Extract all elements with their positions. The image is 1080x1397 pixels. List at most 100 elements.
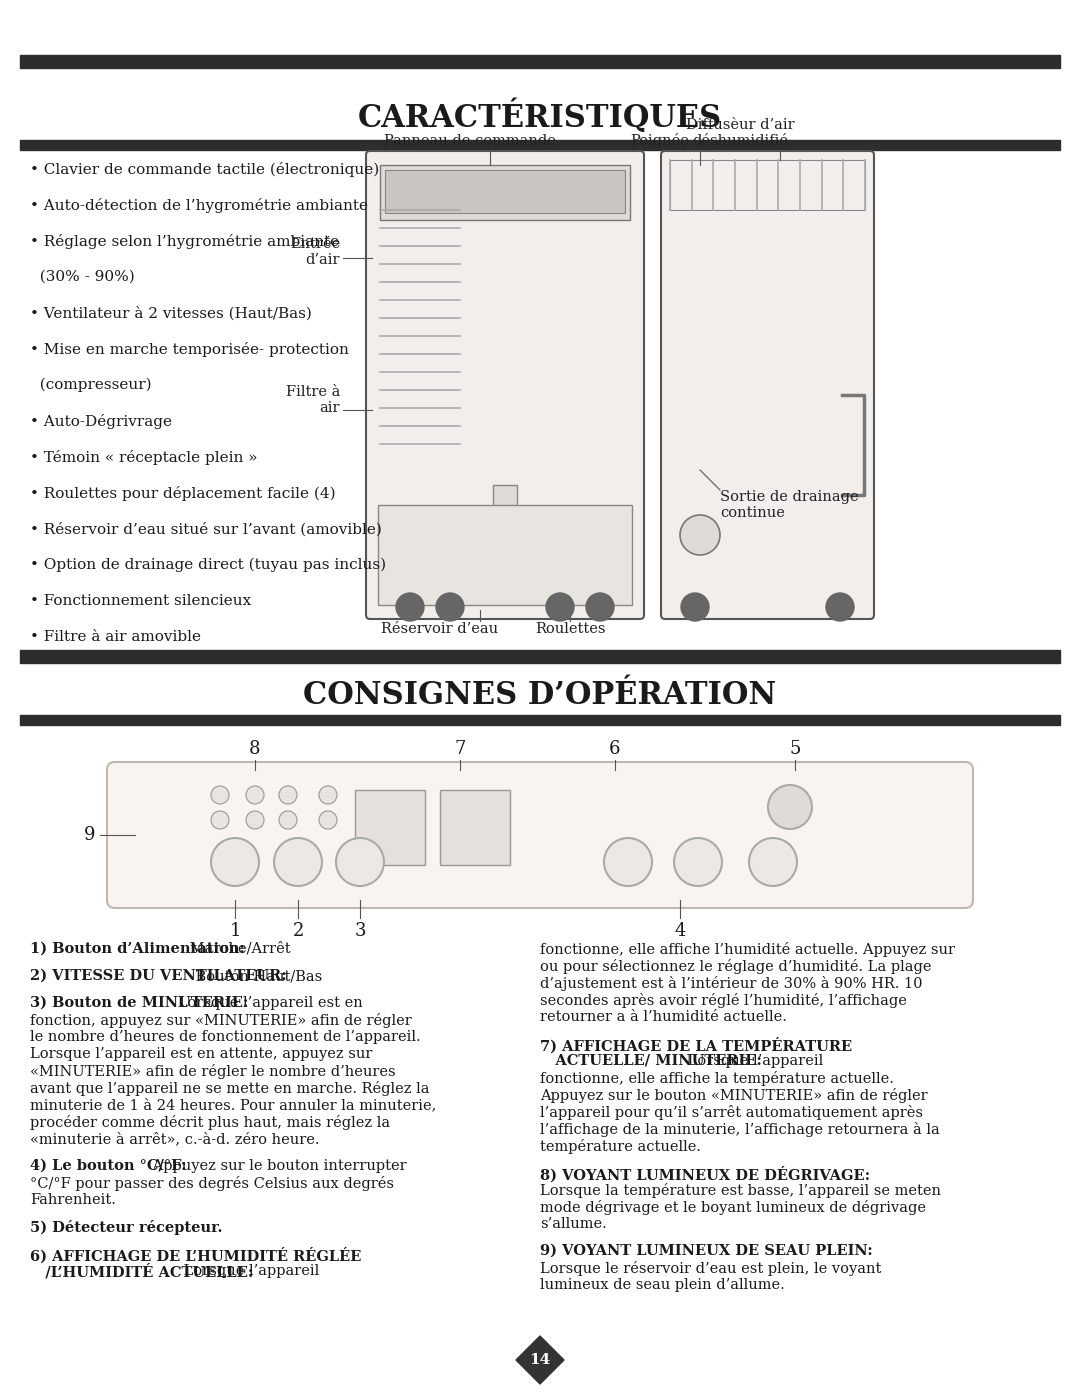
Text: • Réglage selon l’hygrométrie ambiante: • Réglage selon l’hygrométrie ambiante — [30, 235, 339, 249]
Circle shape — [319, 787, 337, 805]
Text: • Option de drainage direct (tuyau pas inclus): • Option de drainage direct (tuyau pas i… — [30, 557, 387, 573]
Circle shape — [768, 785, 812, 828]
Text: /L’HUMIDITÉ ACTUELLE:: /L’HUMIDITÉ ACTUELLE: — [30, 1264, 254, 1280]
Text: 1: 1 — [229, 922, 241, 940]
Text: Diffusèur d’air
déshumidifié: Diffusèur d’air déshumidifié — [686, 117, 794, 148]
Text: 5) Détecteur récepteur.: 5) Détecteur récepteur. — [30, 1220, 222, 1235]
Text: secondes après avoir réglé l’humidité, l’affichage: secondes après avoir réglé l’humidité, l… — [540, 993, 907, 1009]
Text: Entrée
d’air: Entrée d’air — [289, 237, 340, 267]
Text: procéder comme décrit plus haut, mais réglez la: procéder comme décrit plus haut, mais ré… — [30, 1115, 390, 1130]
Text: Lorsque la température est basse, l’appareil se meten: Lorsque la température est basse, l’appa… — [540, 1183, 941, 1199]
Text: 7) AFFICHAGE DE LA TEMPÉRATURE: 7) AFFICHAGE DE LA TEMPÉRATURE — [540, 1037, 852, 1053]
Bar — [380, 165, 630, 219]
Text: 9) VOYANT LUMINEUX DE SEAU PLEIN:: 9) VOYANT LUMINEUX DE SEAU PLEIN: — [540, 1243, 873, 1259]
Text: Lorsque l’appareil est en: Lorsque l’appareil est en — [173, 996, 363, 1010]
Text: • Filtre à air amovible: • Filtre à air amovible — [30, 630, 201, 644]
Text: 2) VITESSE DU VENTILATEUR:: 2) VITESSE DU VENTILATEUR: — [30, 970, 287, 983]
Text: 1) Bouton d’Alimentation:: 1) Bouton d’Alimentation: — [30, 942, 245, 956]
Text: Marche/Arrêt: Marche/Arrêt — [185, 942, 291, 956]
Text: lumineux de seau plein d’allume.: lumineux de seau plein d’allume. — [540, 1278, 785, 1292]
Text: 5: 5 — [789, 740, 800, 759]
Text: mode dégrivage et le boyant lumineux de dégrivage: mode dégrivage et le boyant lumineux de … — [540, 1200, 926, 1215]
Text: • Auto-détection de l’hygrométrie ambiante: • Auto-détection de l’hygrométrie ambian… — [30, 198, 368, 212]
Text: fonction, appuyez sur «MINUTERIE» afin de régler: fonction, appuyez sur «MINUTERIE» afin d… — [30, 1013, 411, 1028]
Text: Roulettes: Roulettes — [535, 622, 605, 636]
Text: avant que l’appareil ne se mette en marche. Réglez la: avant que l’appareil ne se mette en marc… — [30, 1081, 430, 1097]
Circle shape — [396, 592, 424, 622]
FancyBboxPatch shape — [661, 151, 874, 619]
Text: 8) VOYANT LUMINEUX DE DÉGRIVAGE:: 8) VOYANT LUMINEUX DE DÉGRIVAGE: — [540, 1166, 870, 1182]
Text: 9: 9 — [84, 826, 96, 844]
Text: Appuyez sur le bouton interrupter: Appuyez sur le bouton interrupter — [148, 1160, 406, 1173]
Circle shape — [681, 592, 708, 622]
Circle shape — [246, 787, 264, 805]
Circle shape — [604, 838, 652, 886]
Text: le nombre d’heures de fonctionnement de l’appareil.: le nombre d’heures de fonctionnement de … — [30, 1030, 420, 1044]
Circle shape — [279, 787, 297, 805]
Circle shape — [246, 812, 264, 828]
Circle shape — [436, 592, 464, 622]
Text: 7: 7 — [455, 740, 465, 759]
Text: • Clavier de commande tactile (électronique): • Clavier de commande tactile (électroni… — [30, 162, 379, 177]
Text: retourner a à l’humidité actuelle.: retourner a à l’humidité actuelle. — [540, 1010, 787, 1024]
Text: Filtre à
air: Filtre à air — [285, 386, 340, 415]
Polygon shape — [516, 1336, 564, 1384]
Circle shape — [274, 838, 322, 886]
Text: • Fonctionnement silencieux: • Fonctionnement silencieux — [30, 594, 252, 608]
Bar — [21, 140, 1059, 149]
Circle shape — [211, 838, 259, 886]
Text: ACTUELLE/ MINUTERIE:: ACTUELLE/ MINUTERIE: — [540, 1053, 761, 1067]
Bar — [384, 170, 625, 212]
Text: (compresseur): (compresseur) — [30, 379, 151, 393]
Text: Sortie de drainage
continue: Sortie de drainage continue — [720, 490, 859, 520]
Text: 14: 14 — [529, 1354, 551, 1368]
Text: 3) Bouton de MINUTERIE:: 3) Bouton de MINUTERIE: — [30, 996, 248, 1010]
Text: • Réservoir d’eau situé sur l’avant (amovible): • Réservoir d’eau situé sur l’avant (amo… — [30, 522, 382, 536]
Bar — [21, 715, 1059, 725]
FancyBboxPatch shape — [366, 151, 644, 619]
Text: 4: 4 — [674, 922, 686, 940]
Text: Lorsque l’appareil est en attente, appuyez sur: Lorsque l’appareil est en attente, appuy… — [30, 1046, 373, 1060]
Text: • Témoin « réceptacle plein »: • Témoin « réceptacle plein » — [30, 450, 257, 465]
Text: minuterie de 1 à 24 heures. Pour annuler la minuterie,: minuterie de 1 à 24 heures. Pour annuler… — [30, 1098, 436, 1112]
Bar — [670, 161, 865, 210]
Text: 3: 3 — [354, 922, 366, 940]
Text: Lorsque l’appareil: Lorsque l’appareil — [179, 1264, 319, 1278]
FancyBboxPatch shape — [107, 761, 973, 908]
Text: fonctionne, elle affiche l’humidité actuelle. Appuyez sur: fonctionne, elle affiche l’humidité actu… — [540, 942, 955, 957]
Circle shape — [674, 838, 723, 886]
Text: 4) Le bouton °C/°F:: 4) Le bouton °C/°F: — [30, 1160, 187, 1173]
Text: Appuyez sur le bouton «MINUTERIE» afin de régler: Appuyez sur le bouton «MINUTERIE» afin d… — [540, 1088, 928, 1104]
Text: • Roulettes pour déplacement facile (4): • Roulettes pour déplacement facile (4) — [30, 486, 336, 502]
Text: d’ajustement est à l’intérieur de 30% à 90% HR. 10: d’ajustement est à l’intérieur de 30% à … — [540, 977, 922, 990]
Text: s’allume.: s’allume. — [540, 1217, 607, 1231]
Text: Lorsque l’appareil: Lorsque l’appareil — [683, 1053, 823, 1067]
Circle shape — [211, 812, 229, 828]
Text: Bouton Haut/Bas: Bouton Haut/Bas — [191, 970, 323, 983]
Circle shape — [586, 592, 615, 622]
Text: Réservoir d’eau: Réservoir d’eau — [381, 622, 499, 636]
Circle shape — [279, 812, 297, 828]
Text: 8: 8 — [249, 740, 260, 759]
Text: Fahrenheit.: Fahrenheit. — [30, 1193, 116, 1207]
Text: Poignée: Poignée — [631, 133, 689, 148]
Bar — [355, 789, 426, 865]
Text: l’appareil pour qu’il s’arrêt automatiquement après: l’appareil pour qu’il s’arrêt automatiqu… — [540, 1105, 923, 1120]
Text: • Auto-Dégrivrage: • Auto-Dégrivrage — [30, 414, 172, 429]
Bar — [378, 504, 632, 605]
Text: 6: 6 — [609, 740, 621, 759]
Circle shape — [336, 838, 384, 886]
Text: CARACTÉRISTIQUES: CARACTÉRISTIQUES — [357, 101, 723, 134]
Circle shape — [826, 592, 854, 622]
Bar — [21, 650, 1059, 664]
Bar — [492, 485, 517, 585]
Text: «minuterie à arrêt», c.-à-d. zéro heure.: «minuterie à arrêt», c.-à-d. zéro heure. — [30, 1132, 320, 1146]
Text: (30% - 90%): (30% - 90%) — [30, 270, 135, 284]
Text: «MINUTERIE» afin de régler le nombre d’heures: «MINUTERIE» afin de régler le nombre d’h… — [30, 1065, 395, 1078]
Circle shape — [750, 838, 797, 886]
Text: °C/°F pour passer des degrés Celsius aux degrés: °C/°F pour passer des degrés Celsius aux… — [30, 1176, 394, 1192]
Text: Panneau de commande: Panneau de commande — [384, 134, 556, 148]
Text: • Ventilateur à 2 vitesses (Haut/Bas): • Ventilateur à 2 vitesses (Haut/Bas) — [30, 306, 312, 320]
Text: • Mise en marche temporisée- protection: • Mise en marche temporisée- protection — [30, 342, 349, 358]
Text: 2: 2 — [293, 922, 303, 940]
